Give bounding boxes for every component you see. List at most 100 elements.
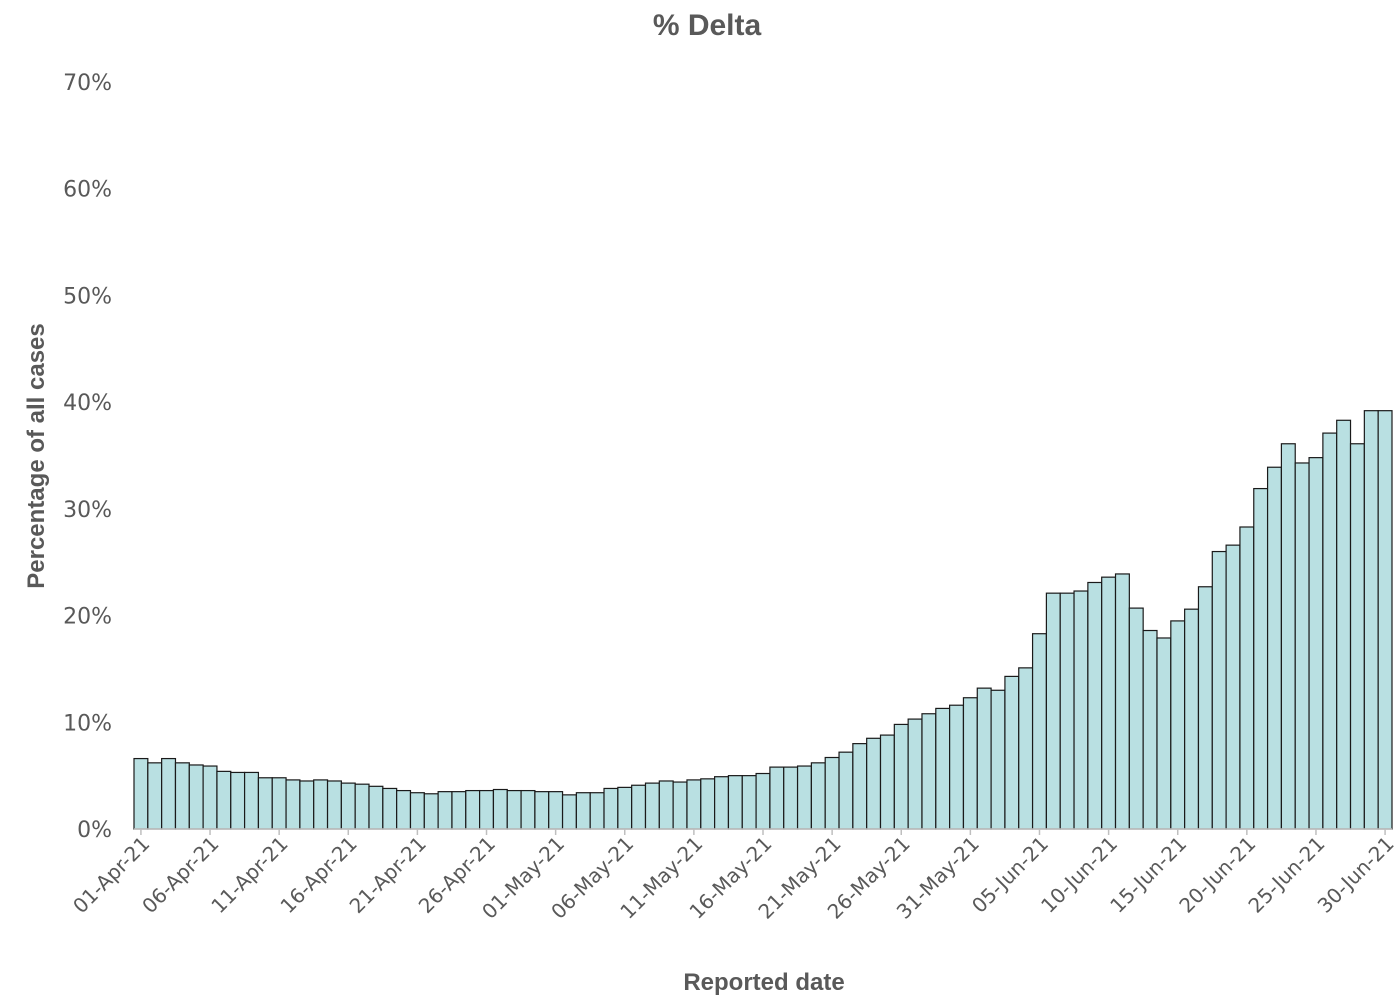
bar [990,689,1006,830]
bar [824,756,840,830]
bar [575,792,591,830]
bar [174,762,190,830]
y-tick-label: 50% [63,284,112,309]
bar [783,766,799,830]
bar [451,791,467,830]
bar [617,786,633,830]
bar [1114,573,1130,830]
bar [368,785,384,830]
bar [299,780,315,830]
y-axis-ticks: 0% 10% 20% 30% 40% 50% 60% 70% [63,71,112,843]
bar [1266,466,1283,830]
bar [506,789,522,830]
bar [1156,637,1172,830]
y-tick-label: 10% [63,711,112,736]
y-axis-label: Percentage of all cases [23,323,50,588]
bar [810,762,826,830]
x-axis-ticks: 01-Apr-2106-Apr-2111-Apr-2116-Apr-2121-A… [68,829,1396,924]
bar [1031,633,1047,830]
bar [1294,462,1310,830]
bar [409,792,425,830]
bar [879,734,895,830]
bar [1308,457,1324,830]
bar [1101,576,1117,830]
bar [243,771,260,830]
bar [382,787,398,830]
bar [354,783,370,830]
bar [796,765,812,830]
bar [852,743,868,830]
bar [479,789,495,830]
bar [271,777,287,830]
bar [1377,410,1393,830]
bar [202,765,218,830]
bar [216,770,232,830]
bar [893,723,909,830]
bar [1225,544,1241,830]
bar [313,779,329,830]
bar [285,779,301,830]
bar [603,787,619,830]
bar [437,791,453,830]
bar [644,782,660,830]
bar [1253,487,1269,830]
bar [561,794,577,830]
x-axis-label: Reported date [683,969,844,996]
bar [1363,410,1379,830]
bar [230,771,246,830]
bar [1018,667,1034,830]
bar [534,791,550,830]
bar [1184,608,1200,830]
bar [741,775,757,830]
bar [492,788,508,830]
bar [907,718,923,830]
bar [326,780,342,830]
bar [1280,443,1296,830]
bar [672,781,688,830]
bar [1045,592,1061,830]
bar [686,779,702,830]
y-tick-label: 0% [77,818,112,843]
bar [1142,629,1158,830]
bar [1087,581,1103,830]
bar [1239,526,1255,830]
bar [631,784,647,830]
bar [1128,607,1144,830]
bar [188,764,204,830]
bar [962,697,978,830]
bar [161,757,177,830]
bar [949,704,965,830]
y-tick-label: 70% [63,71,112,96]
y-tick-label: 20% [63,605,112,630]
bar [396,789,412,830]
bar [921,713,937,830]
bar [1059,592,1075,830]
bar [976,687,992,830]
bars-group [133,410,1393,830]
bar [133,757,149,830]
bar [465,789,481,830]
bar [1004,675,1020,830]
bar [1336,419,1352,830]
bar [658,780,674,830]
bar [147,762,163,830]
bar [1211,550,1227,830]
bar [257,777,273,830]
y-tick-label: 30% [63,498,112,523]
bar [1322,432,1338,830]
bar [866,737,882,830]
bar [589,792,605,830]
bar [1073,590,1089,830]
bar [838,751,854,830]
bar [727,775,743,830]
bar [1197,586,1213,830]
bar [935,707,951,830]
bar [769,766,785,830]
chart-title: % Delta [653,9,762,42]
bar [755,772,771,830]
bar [700,778,716,830]
bar [423,793,439,830]
bar [520,789,536,830]
bar [548,791,564,830]
